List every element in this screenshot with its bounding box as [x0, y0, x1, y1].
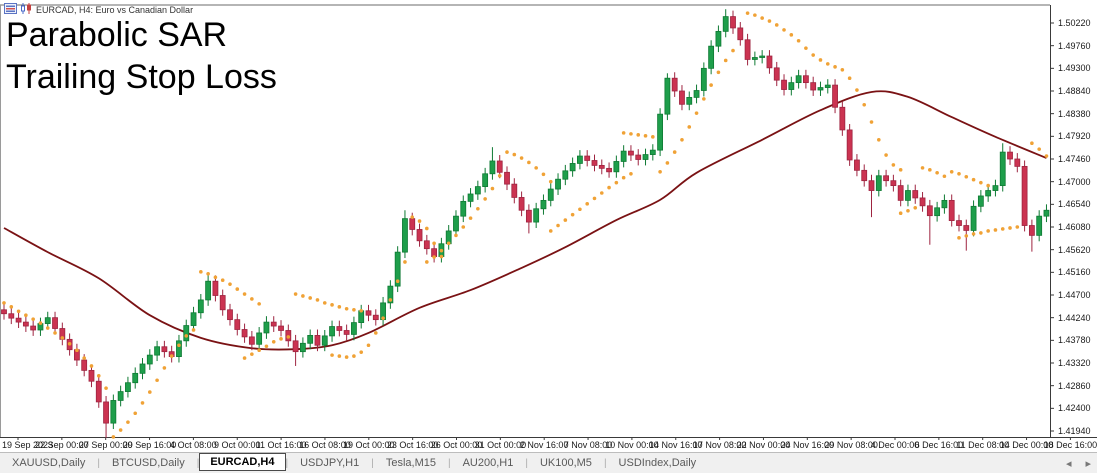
tab-usdindex-daily[interactable]: USDIndex,Daily	[618, 457, 697, 469]
time-label: 6 Dec 16:00	[914, 440, 964, 450]
tab-separator: |	[525, 457, 528, 469]
price-label: 1.44240	[1058, 312, 1091, 323]
time-label: 14 Dec 00:00	[999, 440, 1054, 450]
tab-tesla-m15[interactable]: Tesla,M15	[385, 457, 436, 469]
time-label: 2 Nov 16:00	[519, 440, 569, 450]
time-label: 7 Nov 08:00	[563, 440, 613, 450]
price-label: 1.48840	[1058, 86, 1091, 96]
price-label: 1.47920	[1058, 131, 1091, 142]
chart-tabs: XAUUSD,Daily | BTCUSD,Daily | EURCAD,H4 | USDJ…	[0, 453, 708, 471]
price-label: 1.45160	[1058, 267, 1091, 278]
tab-uk100-m5[interactable]: UK100,M5	[539, 457, 592, 469]
tab-xauusd-daily[interactable]: XAUUSD,Daily	[12, 457, 86, 469]
tab-scroll-right-icon[interactable]: ▸	[1085, 458, 1091, 470]
chart-titlebar: EURCAD, H4: Euro vs Canadian Dollar	[4, 3, 193, 16]
price-label: 1.43320	[1058, 358, 1091, 368]
candlestick-icon	[20, 3, 33, 16]
tab-separator: |	[285, 457, 289, 469]
price-label: 1.47000	[1058, 176, 1091, 187]
time-label: 4 Dec 00:00	[870, 440, 920, 450]
price-label: 1.42400	[1058, 403, 1091, 414]
indicator-title-line1: Parabolic SAR	[6, 16, 228, 54]
candlestick-chart-surface[interactable]	[0, 0, 1097, 452]
time-label: 26 Oct 00:00	[430, 440, 483, 450]
price-label: 1.49760	[1058, 40, 1091, 51]
time-label: 14 Nov 16:00	[648, 440, 703, 450]
price-label: 1.46080	[1058, 222, 1091, 232]
tab-separator: |	[447, 457, 451, 469]
time-label: 22 Nov 00:00	[736, 440, 791, 450]
price-label: 1.45620	[1058, 244, 1091, 255]
time-label: 29 Nov 08:00	[824, 440, 878, 450]
price-label: 1.48380	[1058, 108, 1091, 119]
parabolic-sar-dots	[2, 11, 1049, 439]
tab-separator: |	[603, 457, 607, 469]
time-label: 11 Dec 08:00	[956, 440, 1010, 450]
tab-separator: |	[371, 457, 374, 469]
time-label: 19 Sep 2023	[2, 440, 54, 450]
price-label: 1.41940	[1058, 426, 1091, 436]
time-label: 16 Oct 08:00	[299, 440, 351, 450]
price-label: 1.42860	[1058, 380, 1091, 391]
price-label: 1.46540	[1058, 199, 1091, 210]
time-label: 4 Oct 08:00	[170, 440, 217, 450]
time-axis[interactable]: 19 Sep 2023 22 Sep 00:00 27 Sep 00:00 29 Se…	[0, 437, 1097, 452]
time-label: 29 Sep 16:00	[122, 440, 177, 450]
price-label: 1.47460	[1058, 154, 1091, 164]
indicator-title: Parabolic SAR Trailing Stop Loss	[6, 14, 277, 98]
price-label: 1.43780	[1058, 335, 1091, 346]
time-label: 22 Sep 00:00	[35, 440, 89, 450]
tab-usdjpy-h1[interactable]: USDJPY,H1	[300, 457, 360, 469]
price-label: 1.44700	[1058, 290, 1091, 300]
tab-eurcad-h4[interactable]: EURCAD,H4	[199, 453, 286, 471]
moving-average-line	[3, 90, 1047, 351]
tab-scroll-left-icon[interactable]: ◂	[1065, 458, 1072, 470]
price-label: 1.50220	[1058, 18, 1091, 28]
time-label: 18 Dec 16:00	[1043, 440, 1097, 450]
tab-separator: |	[97, 457, 100, 469]
price-label: 1.49300	[1058, 63, 1091, 74]
time-label: 23 Oct 16:00	[386, 440, 439, 450]
tab-separator: |	[196, 457, 200, 469]
time-label: 9 Oct 00:00	[213, 440, 261, 450]
chart-list-icon	[4, 3, 17, 16]
price-axis[interactable]: 1.50220 1.49760 1.49300 1.48840 1.48380 1.479…	[1051, 0, 1097, 437]
time-label: 11 Oct 16:00	[255, 440, 307, 450]
time-label: 19 Oct 00:00	[343, 440, 395, 450]
tab-btcusd-daily[interactable]: BTCUSD,Daily	[111, 457, 185, 469]
chart-tab-bar: XAUUSD,Daily | BTCUSD,Daily | EURCAD,H4 | USDJ…	[0, 452, 1097, 473]
time-label: 24 Nov 16:00	[780, 440, 835, 450]
chart-symbol-title: EURCAD, H4: Euro vs Canadian Dollar	[36, 4, 194, 15]
tab-au200-h1[interactable]: AU200,H1	[462, 457, 514, 469]
indicator-title-line2: Trailing Stop Loss	[6, 58, 277, 96]
candles-layer	[1, 9, 1050, 438]
time-label: 10 Nov 00:00	[605, 440, 659, 450]
time-label: 17 Nov 08:00	[692, 440, 747, 450]
time-label: 27 Sep 00:00	[78, 440, 133, 450]
chart-borders	[0, 4, 1097, 440]
tab-scroll-controls: ◂ ▸	[1066, 457, 1091, 470]
time-label: 31 Oct 00:00	[474, 440, 527, 450]
